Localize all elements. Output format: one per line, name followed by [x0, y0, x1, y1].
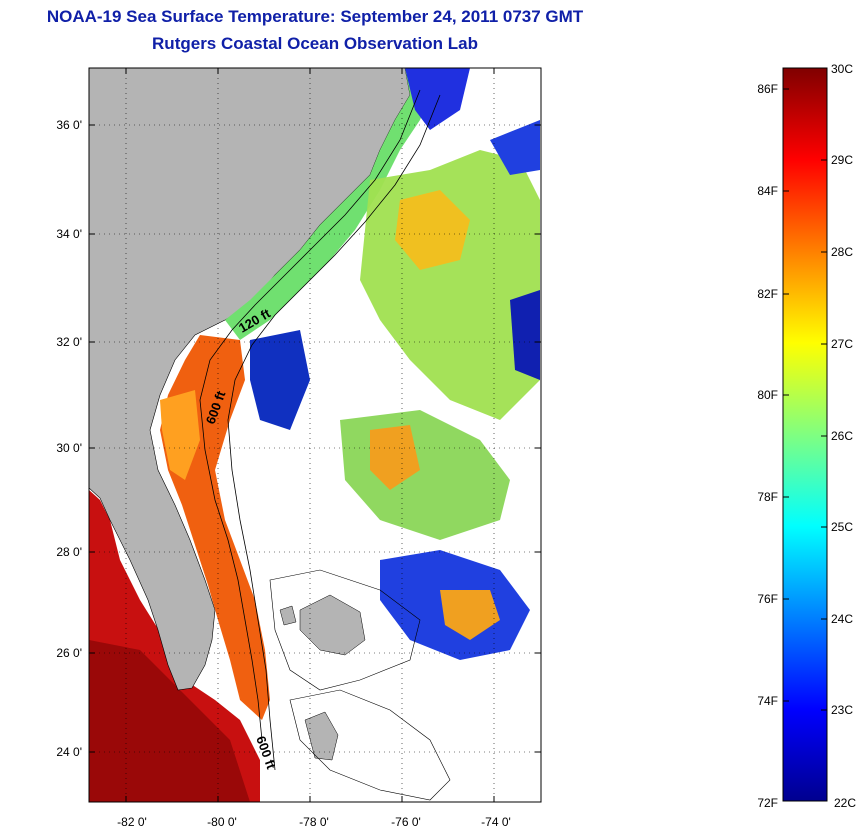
- offshore-warmer-patch: [395, 190, 470, 270]
- offshore-hot-patch: [370, 425, 420, 490]
- coastal-shelf-water: [225, 68, 440, 340]
- cool-patch-off-georgia: [250, 330, 310, 430]
- colorbar-f-label: 86F: [757, 82, 778, 96]
- colorbar-c-label: 30C: [831, 62, 853, 76]
- lon-tick-label: -74 0': [481, 815, 511, 829]
- colorbar-c-label: 29C: [831, 153, 853, 167]
- colorbar-f-label: 72F: [757, 796, 778, 810]
- lat-tick-label: 30 0': [56, 441, 82, 455]
- lon-tick-label: -78 0': [299, 815, 329, 829]
- colorbar-f-label: 76F: [757, 592, 778, 606]
- colorbar-c-label: 22C: [834, 796, 856, 810]
- graticule: [89, 68, 541, 802]
- lat-tick-label: 26 0': [56, 646, 82, 660]
- offshore-warm-spot-south: [440, 590, 500, 640]
- land-bahamas-north: [299, 594, 366, 656]
- colorbar-c-label: 24C: [831, 612, 853, 626]
- axis-ticks: [89, 68, 541, 802]
- lon-tick-label: -80 0': [207, 815, 237, 829]
- map-subtitle: Rutgers Coastal Ocean Observation Lab: [152, 34, 478, 53]
- contour-great-bahama-bank: [289, 689, 451, 801]
- lat-tick-label: 36 0': [56, 118, 82, 132]
- lon-tick-label: -82 0': [117, 815, 147, 829]
- land-southeast-us: [89, 68, 411, 691]
- lat-tick-label: 28 0': [56, 545, 82, 559]
- lon-tick-label: -76 0': [391, 815, 421, 829]
- map-frame: [88, 67, 542, 803]
- lat-tick-label: 32 0': [56, 335, 82, 349]
- lat-tick-label: 34 0': [56, 227, 82, 241]
- colorbar: [782, 67, 828, 802]
- map-title: NOAA-19 Sea Surface Temperature: Septemb…: [46, 7, 584, 26]
- gulf-deep-warm-water: [89, 640, 250, 802]
- contour-120ft: [199, 89, 421, 741]
- colorbar-c-label: 26C: [831, 429, 853, 443]
- contour-600ft: [227, 94, 441, 771]
- colorbar-c-label: 27C: [831, 337, 853, 351]
- contour-bahamas-bank: [269, 569, 421, 691]
- cool-patch-east: [510, 290, 540, 380]
- cool-water-pamlico: [405, 68, 470, 130]
- land-bahamas-andros: [304, 711, 339, 761]
- lat-tick-label: 24 0': [56, 745, 82, 759]
- colorbar-f-label: 80F: [757, 388, 778, 402]
- colorbar-f-label: 74F: [757, 694, 778, 708]
- colorbar-ticks: [783, 88, 827, 711]
- colorbar-c-label: 25C: [831, 520, 853, 534]
- warm-water-patch-north-fl: [160, 390, 200, 480]
- colorbar-f-label: 78F: [757, 490, 778, 504]
- land-grand-bahama: [279, 605, 297, 626]
- cool-patch-northeast: [490, 120, 540, 175]
- colorbar-f-label: 82F: [757, 287, 778, 301]
- colorbar-c-label: 23C: [831, 703, 853, 717]
- colorbar-c-label: 28C: [831, 245, 853, 259]
- colorbar-f-label: 84F: [757, 184, 778, 198]
